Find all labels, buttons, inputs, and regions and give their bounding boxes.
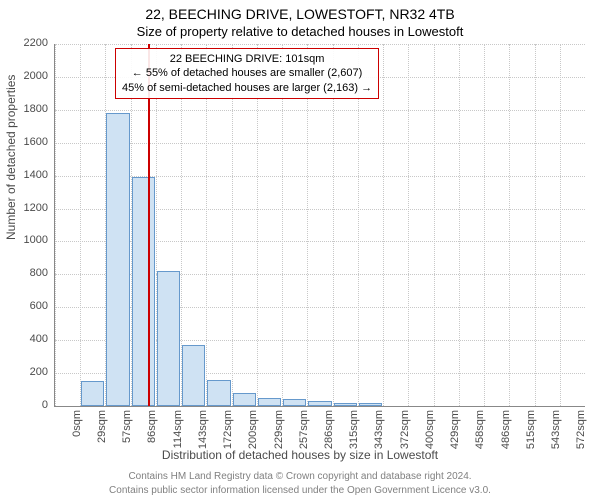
footer-copyright-2: Contains public sector information licen…	[0, 485, 600, 496]
gridline-h	[55, 143, 585, 144]
x-tick-label: 257sqm	[298, 410, 310, 460]
x-tick-label: 343sqm	[373, 410, 385, 460]
gridline-v	[459, 44, 460, 406]
histogram-bar	[359, 403, 382, 406]
x-tick-label: 143sqm	[197, 410, 209, 460]
annotation-line: 45% of semi-detached houses are larger (…	[122, 81, 372, 95]
gridline-v	[408, 44, 409, 406]
gridline-v	[434, 44, 435, 406]
x-tick-label: 29sqm	[96, 410, 108, 460]
x-tick-label: 114sqm	[172, 410, 184, 460]
histogram-bar	[233, 393, 256, 406]
gridline-v	[80, 44, 81, 406]
y-axis-label: Number of detached properties	[4, 75, 18, 240]
gridline-v	[383, 44, 384, 406]
x-tick-label: 543sqm	[550, 410, 562, 460]
page-title-address: 22, BEECHING DRIVE, LOWESTOFT, NR32 4TB	[0, 6, 600, 22]
y-tick-label: 200	[0, 366, 48, 378]
histogram-plot: 22 BEECHING DRIVE: 101sqm← 55% of detach…	[54, 44, 585, 407]
gridline-v	[509, 44, 510, 406]
y-tick-label: 0	[0, 399, 48, 411]
x-tick-label: 0sqm	[71, 410, 83, 460]
gridline-v	[484, 44, 485, 406]
y-tick-label: 400	[0, 333, 48, 345]
histogram-bar	[308, 401, 331, 406]
y-tick-label: 1400	[0, 169, 48, 181]
x-tick-label: 86sqm	[146, 410, 158, 460]
histogram-bar	[157, 271, 180, 406]
x-tick-label: 372sqm	[399, 410, 411, 460]
histogram-bar	[258, 398, 281, 406]
x-tick-label: 57sqm	[121, 410, 133, 460]
x-tick-label: 458sqm	[474, 410, 486, 460]
y-tick-label: 800	[0, 267, 48, 279]
gridline-h	[55, 110, 585, 111]
x-tick-label: 229sqm	[273, 410, 285, 460]
histogram-bar	[132, 177, 155, 406]
y-tick-label: 1000	[0, 234, 48, 246]
histogram-bar	[106, 113, 129, 406]
gridline-v	[535, 44, 536, 406]
y-tick-label: 2200	[0, 37, 48, 49]
annotation-line: ← 55% of detached houses are smaller (2,…	[122, 66, 372, 80]
gridline-v	[55, 44, 56, 406]
x-tick-label: 572sqm	[575, 410, 587, 460]
footer-copyright-1: Contains HM Land Registry data © Crown c…	[0, 471, 600, 482]
histogram-bar	[207, 380, 230, 406]
histogram-bar	[283, 399, 306, 406]
annotation-box: 22 BEECHING DRIVE: 101sqm← 55% of detach…	[115, 48, 379, 99]
x-tick-label: 200sqm	[247, 410, 259, 460]
y-tick-label: 600	[0, 300, 48, 312]
x-tick-label: 429sqm	[449, 410, 461, 460]
x-tick-label: 515sqm	[525, 410, 537, 460]
page-title-desc: Size of property relative to detached ho…	[0, 24, 600, 39]
y-tick-label: 1600	[0, 136, 48, 148]
y-tick-label: 1800	[0, 103, 48, 115]
histogram-bar	[334, 403, 357, 406]
x-tick-label: 486sqm	[500, 410, 512, 460]
histogram-bar	[81, 381, 104, 406]
x-tick-label: 315sqm	[348, 410, 360, 460]
x-tick-label: 400sqm	[424, 410, 436, 460]
histogram-bar	[182, 345, 205, 406]
y-tick-label: 2000	[0, 70, 48, 82]
gridline-v	[560, 44, 561, 406]
y-tick-label: 1200	[0, 202, 48, 214]
x-tick-label: 286sqm	[323, 410, 335, 460]
gridline-h	[55, 44, 585, 45]
x-tick-label: 172sqm	[222, 410, 234, 460]
annotation-line: 22 BEECHING DRIVE: 101sqm	[122, 52, 372, 66]
